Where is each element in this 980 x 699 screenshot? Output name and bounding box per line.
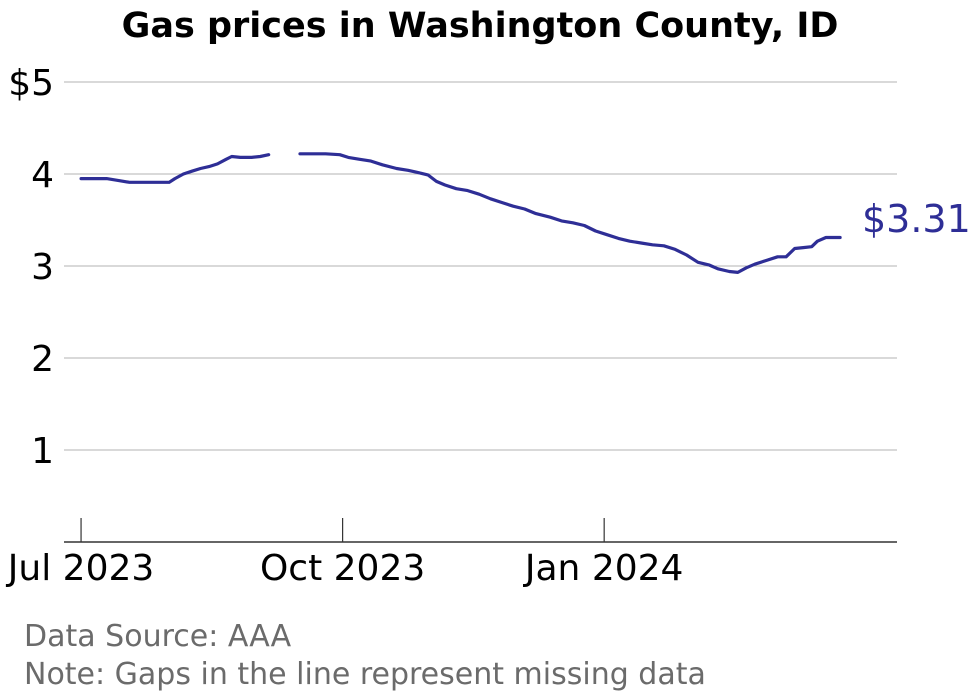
y-tick-label-2: 2: [31, 339, 54, 380]
y-axis-ticks: 1 2 3 4 $5: [8, 63, 54, 472]
price-line-segment-1: [298, 152, 842, 274]
x-tick-label-2: Jan 2024: [523, 548, 684, 589]
y-tick-label-5: $5: [8, 63, 54, 104]
gridlines: [64, 81, 897, 451]
x-axis-ticks: Jul 2023 Oct 2023 Jan 2024: [6, 518, 684, 589]
price-series: [79, 152, 842, 274]
missing-data-note: Note: Gaps in the line represent missing…: [24, 657, 706, 692]
y-tick-label-3: 3: [31, 247, 54, 288]
data-source-note: Data Source: AAA: [24, 619, 292, 654]
y-tick-label-1: 1: [31, 431, 54, 472]
x-tick-label-1: Oct 2023: [260, 548, 425, 589]
last-value-label: $3.31: [862, 197, 971, 241]
x-tick-label-0: Jul 2023: [6, 548, 155, 589]
y-tick-label-4: 4: [31, 155, 54, 196]
chart-title: Gas prices in Washington County, ID: [122, 6, 839, 46]
price-line-segment-0: [79, 153, 271, 184]
